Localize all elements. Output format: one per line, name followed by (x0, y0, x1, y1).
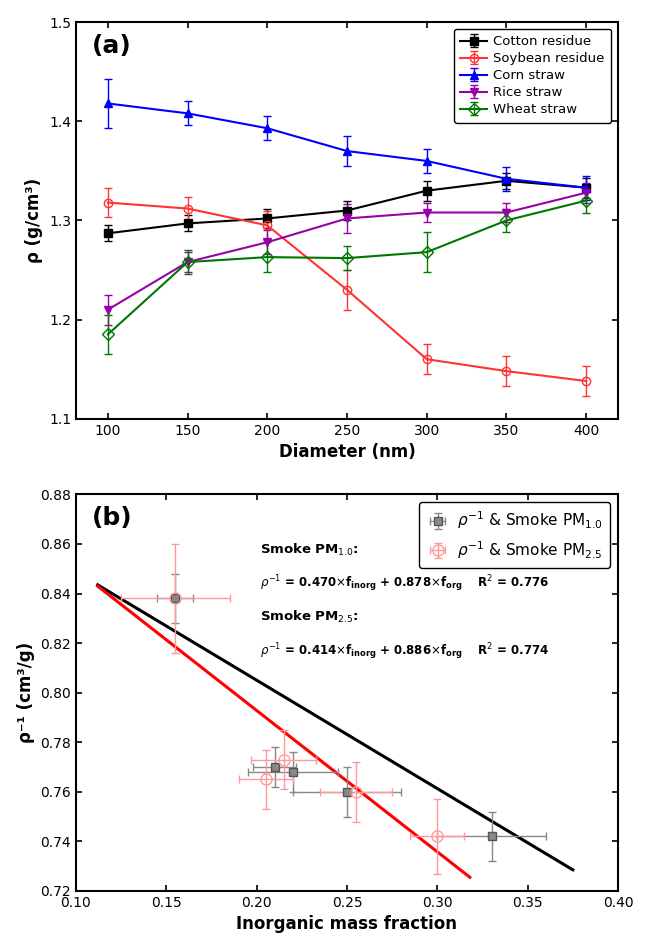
X-axis label: Inorganic mass fraction: Inorganic mass fraction (237, 916, 458, 933)
Text: (a): (a) (92, 34, 132, 58)
Text: Smoke PM$_{2.5}$:: Smoke PM$_{2.5}$: (260, 609, 359, 625)
Text: $\rho^{-1}$ = 0.470$\times$f$_{\mathregular{inorg}}$ + 0.878$\times$f$_{\mathreg: $\rho^{-1}$ = 0.470$\times$f$_{\mathregu… (260, 574, 550, 595)
X-axis label: Diameter (nm): Diameter (nm) (279, 443, 415, 461)
Y-axis label: ρ (g/cm³): ρ (g/cm³) (25, 178, 44, 263)
Legend: $\rho^{-1}$ & Smoke PM$_{1.0}$, $\rho^{-1}$ & Smoke PM$_{2.5}$: $\rho^{-1}$ & Smoke PM$_{1.0}$, $\rho^{-… (419, 502, 610, 568)
Text: $\rho^{-1}$ = 0.414$\times$f$_{\mathregular{inorg}}$ + 0.886$\times$f$_{\mathreg: $\rho^{-1}$ = 0.414$\times$f$_{\mathregu… (260, 641, 550, 662)
Text: (b): (b) (92, 506, 133, 530)
Legend: Cotton residue, Soybean residue, Corn straw, Rice straw, Wheat straw: Cotton residue, Soybean residue, Corn st… (454, 28, 612, 123)
Text: Smoke PM$_{1.0}$:: Smoke PM$_{1.0}$: (260, 542, 359, 558)
Y-axis label: ρ⁻¹ (cm³/g): ρ⁻¹ (cm³/g) (17, 642, 34, 743)
